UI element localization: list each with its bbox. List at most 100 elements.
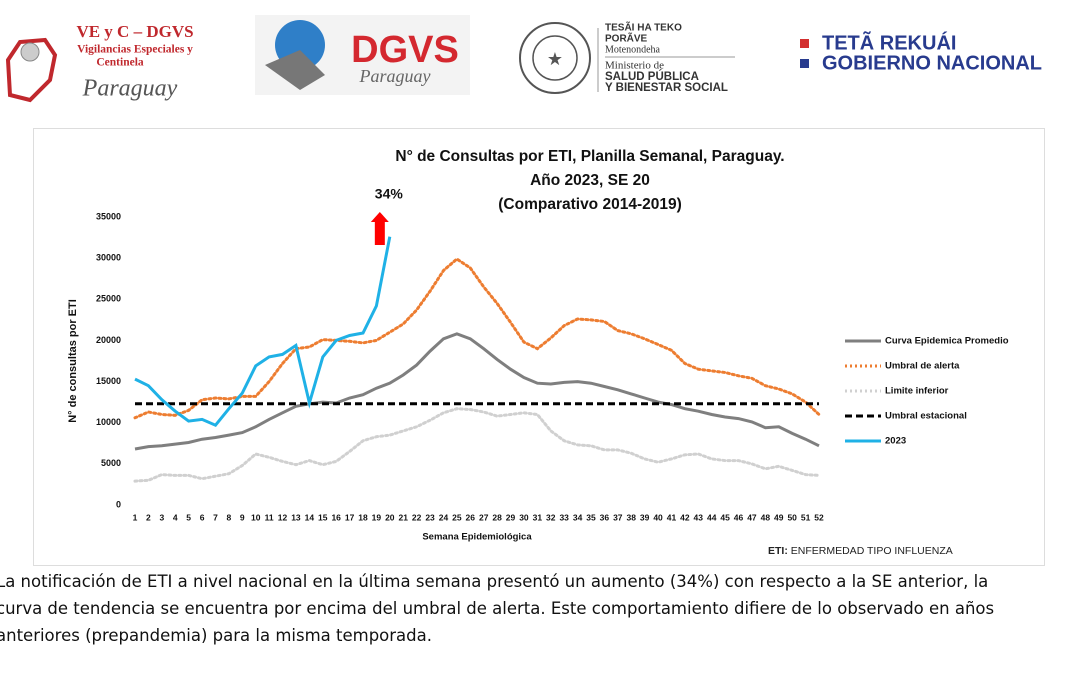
- x-tick-label: 8: [227, 512, 232, 522]
- y-axis-label: N° de consultas por ETI: [67, 299, 79, 423]
- paragraph: La notificación de ETI a nivel nacional …: [0, 568, 1080, 649]
- footnote-text: ENFERMEDAD TIPO INFLUENZA: [791, 545, 953, 557]
- logo-text: Vigilancias Especiales y: [77, 44, 193, 56]
- series-line: [133, 407, 821, 483]
- y-tick-label: 5000: [101, 458, 121, 468]
- logo-square: [800, 59, 809, 68]
- logo-text: TETÃ REKUÁI: [822, 31, 956, 54]
- x-tick-label: 4: [173, 512, 178, 522]
- x-tick-label: 6: [200, 512, 205, 522]
- chart-title: Año 2023, SE 20: [530, 172, 650, 189]
- chart: ETI: ENFERMEDAD TIPO INFLUENZA N° de Con…: [33, 128, 1045, 566]
- x-tick-label: 38: [627, 512, 637, 522]
- logo-text: PORÃVE: [605, 32, 648, 45]
- x-tick-label: 13: [291, 512, 301, 522]
- logo-text: TESÃI HA TEKO: [605, 21, 682, 34]
- logo-text: Ministerio de: [605, 60, 664, 72]
- y-tick-label: 20000: [96, 335, 121, 345]
- legend-label: Limite inferior: [885, 386, 949, 397]
- x-tick-label: 47: [747, 512, 757, 522]
- paragraph-line: anteriores (prepandemia) para la misma t…: [0, 626, 433, 645]
- series-line: [134, 236, 392, 428]
- x-tick-label: 34: [573, 512, 583, 522]
- x-tick-label: 30: [519, 512, 529, 522]
- paragraph-line: La notificación de ETI a nivel nacional …: [0, 572, 989, 591]
- legend-label: Umbral de alerta: [885, 361, 960, 372]
- x-tick-label: 27: [479, 512, 489, 522]
- x-tick-label: 2: [146, 512, 151, 522]
- x-tick-label: 40: [653, 512, 663, 522]
- x-axis-label: Semana Epidemiológica: [422, 532, 532, 543]
- logo-text: SALUD PÚBLICA: [605, 70, 699, 83]
- seal-inner: [532, 35, 578, 81]
- logo-shape: [5, 37, 58, 103]
- x-tick-label: 7: [213, 512, 218, 522]
- logo-text: Centinela: [96, 57, 144, 69]
- x-tick-label: 39: [640, 512, 650, 522]
- logo-script: Paraguay: [359, 66, 431, 86]
- x-tick-label: 26: [466, 512, 476, 522]
- x-tick-label: 29: [506, 512, 516, 522]
- x-tick-label: 49: [774, 512, 784, 522]
- x-tick-label: 3: [159, 512, 164, 522]
- seal: [519, 22, 591, 94]
- x-tick-label: 35: [586, 512, 596, 522]
- x-tick-label: 23: [425, 512, 435, 522]
- paragraph-line: curva de tendencia se encuentra por enci…: [0, 599, 995, 618]
- x-tick-label: 14: [305, 512, 315, 522]
- x-tick-label: 19: [372, 512, 382, 522]
- legend-label: 2023: [885, 436, 906, 447]
- x-tick-label: 41: [667, 512, 677, 522]
- x-tick-label: 46: [734, 512, 744, 522]
- x-tick-label: 10: [251, 512, 261, 522]
- y-tick-label: 15000: [96, 376, 121, 386]
- x-tick-label: 51: [801, 512, 811, 522]
- x-tick-label: 28: [492, 512, 502, 522]
- legend-label: Curva Epidemica Promedio: [885, 336, 1009, 347]
- annotation: 34%: [375, 186, 404, 202]
- logo-icon: [20, 42, 40, 62]
- x-tick-label: 21: [399, 512, 409, 522]
- y-tick-label: 30000: [96, 253, 121, 263]
- x-tick-label: 33: [559, 512, 569, 522]
- header: VE y C – DGVS Vigilancias Especiales y C…: [5, 15, 1042, 103]
- chart-title: N° de Consultas por ETI, Planilla Semana…: [395, 148, 784, 165]
- x-tick-label: 18: [358, 512, 368, 522]
- y-tick-label: 25000: [96, 294, 121, 304]
- x-tick-label: 9: [240, 512, 245, 522]
- series-line: [133, 257, 821, 420]
- logo-text: GOBIERNO NACIONAL: [822, 52, 1042, 74]
- x-tick-label: 48: [761, 512, 771, 522]
- x-tick-label: 11: [265, 512, 274, 522]
- logo-shape: [265, 50, 325, 90]
- x-tick-label: 24: [439, 512, 449, 522]
- x-tick-label: 16: [331, 512, 341, 522]
- logo-square: [800, 39, 809, 48]
- logo-text: Motenondeha: [605, 44, 661, 55]
- x-tick-label: 43: [694, 512, 704, 522]
- legend-label: Umbral estacional: [885, 411, 967, 422]
- y-tick-label: 35000: [96, 211, 121, 221]
- logo-text: Y BIENESTAR SOCIAL: [605, 82, 728, 94]
- seal-star: ★: [547, 49, 563, 69]
- chart-title: (Comparativo 2014-2019): [498, 196, 682, 213]
- x-tick-label: 37: [613, 512, 623, 522]
- x-tick-label: 31: [533, 512, 543, 522]
- x-tick-label: 17: [345, 512, 355, 522]
- x-tick-label: 20: [385, 512, 395, 522]
- x-tick-label: 42: [680, 512, 690, 522]
- x-tick-label: 5: [186, 512, 191, 522]
- footnote-bold: ETI:: [768, 545, 788, 557]
- series-line: [134, 332, 820, 451]
- x-tick-label: 25: [452, 512, 462, 522]
- x-tick-label: 45: [720, 512, 730, 522]
- x-tick-label: 32: [546, 512, 556, 522]
- x-tick-label: 22: [412, 512, 422, 522]
- x-tick-label: 12: [278, 512, 288, 522]
- logo-script: Paraguay: [82, 76, 178, 102]
- x-tick-label: 36: [600, 512, 610, 522]
- y-tick-label: 0: [116, 499, 121, 509]
- logo-title: VE y C – DGVS: [76, 22, 193, 41]
- logo-title: DGVS: [351, 29, 459, 71]
